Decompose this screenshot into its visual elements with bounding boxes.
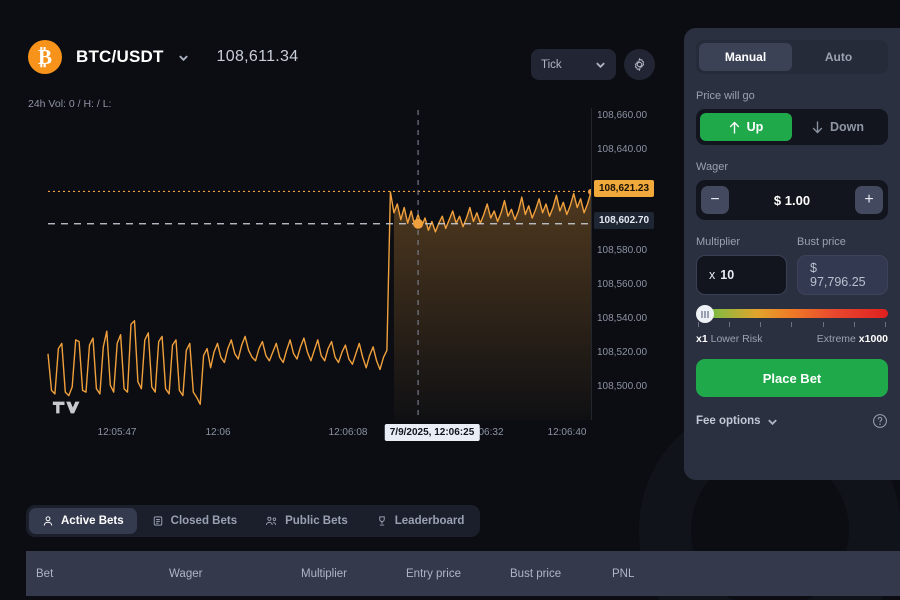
risk-min-value: x1 [696, 333, 708, 345]
time-tick: 12:06:08 [328, 427, 368, 438]
trophy-icon [379, 516, 385, 526]
gear-icon [634, 58, 645, 71]
multiplier-prefix: x [709, 268, 716, 282]
arrow-up-icon [729, 121, 739, 134]
wager-decrease-button[interactable]: − [701, 186, 729, 214]
bet-up-label: Up [746, 120, 764, 134]
time-axis: 12:05:47 12:06 12:06:08 12:06:16 06:32 1… [26, 424, 591, 446]
arrow-down-icon [812, 120, 823, 133]
page-title: BTC/USDT [76, 47, 164, 66]
wager-label: Wager [696, 161, 728, 173]
bust-price-label: Bust price [797, 236, 846, 248]
multiplier-bust-row: Multiplier x 10 Bust price $ 97,796.25 [696, 236, 888, 295]
bets-tabs[interactable]: Active Bets Closed Bets Public Bets Le [26, 505, 481, 537]
chevron-down-icon[interactable] [178, 52, 189, 63]
bust-price-input[interactable]: $ 97,796.25 [797, 255, 888, 295]
fee-options-label: Fee options [696, 415, 761, 427]
people-icon [266, 516, 277, 526]
chart-settings-button[interactable] [624, 49, 655, 80]
chart-canvas [47, 110, 591, 420]
tab-label: Public Bets [285, 515, 348, 527]
risk-max-value: x1000 [858, 333, 888, 345]
tab-public-bets[interactable]: Public Bets [252, 508, 361, 534]
tick-select-label: Tick [541, 58, 562, 71]
risk-slider-handle[interactable] [696, 305, 714, 323]
risk-legend: x1 Lower Risk Extreme x1000 [696, 333, 888, 345]
current-price: 108,611.34 [216, 48, 299, 65]
bitcoin-icon: ₿ [28, 40, 62, 74]
bets-table-header: Bet Wager Multiplier Entry price Bust pr… [26, 551, 900, 596]
multiplier-input[interactable]: x 10 [696, 255, 787, 295]
entry-price-badge: 108,602.70 [594, 212, 655, 229]
wager-increase-button[interactable]: + [855, 186, 883, 214]
column-header-entry-price: Entry price [406, 567, 461, 580]
column-header-bust-price: Bust price [510, 567, 562, 580]
bet-down-label: Down [829, 120, 865, 134]
column-header-multiplier: Multiplier [301, 567, 348, 580]
risk-min-label: Lower Risk [710, 333, 763, 345]
bet-up-button[interactable]: Up [700, 113, 792, 141]
fee-options-toggle[interactable]: Fee options [696, 415, 778, 427]
tab-auto[interactable]: Auto [824, 50, 853, 64]
help-circle-icon[interactable] [872, 413, 888, 429]
risk-slider-track[interactable] [696, 309, 888, 318]
chart-series-area [393, 191, 591, 420]
time-tick: 12:06:40 [547, 427, 587, 438]
price-tick: 108,640.00 [597, 144, 648, 155]
price-chart[interactable] [26, 110, 591, 420]
column-header-wager: Wager [169, 567, 203, 580]
bet-down-button[interactable]: Down [792, 113, 884, 141]
price-tick: 108,540.00 [597, 313, 648, 324]
fee-options-row: Fee options [696, 413, 888, 429]
current-price-badge: 108,621.23 [594, 180, 655, 197]
price-tick: 108,520.00 [597, 347, 648, 358]
direction-label: Price will go [696, 90, 755, 102]
direction-toggle[interactable]: Up Down [696, 109, 888, 145]
time-tick: 12:06 [205, 427, 231, 438]
tab-label: Closed Bets [170, 515, 238, 527]
chevron-down-icon [767, 418, 777, 425]
document-icon [153, 516, 162, 526]
price-tick: 108,560.00 [597, 279, 648, 290]
mode-toggle[interactable]: Manual Auto [696, 40, 888, 74]
risk-max-label: Extreme [816, 333, 856, 345]
wager-stepper[interactable]: − $ 1.00 + [696, 180, 888, 220]
multiplier-value: 10 [720, 268, 735, 282]
tab-label: Active Bets [61, 515, 124, 527]
user-icon [43, 516, 53, 526]
chart-series-line [47, 191, 591, 405]
tab-closed-bets[interactable]: Closed Bets [139, 508, 250, 534]
risk-slider[interactable] [696, 305, 888, 327]
place-bet-button[interactable]: Place Bet [696, 359, 888, 397]
tab-label: Leaderboard [394, 515, 465, 527]
column-header-pnl: PNL [612, 567, 635, 580]
tab-leaderboard[interactable]: Leaderboard [363, 508, 478, 534]
volume-stats: 24h Vol: 0 / H: / L: [28, 98, 112, 110]
chevron-down-icon [596, 62, 605, 69]
entry-marker-dot [413, 218, 424, 229]
price-tick: 108,500.00 [597, 381, 648, 392]
crosshair-time-label: 7/9/2025, 12:06:25 [384, 424, 480, 441]
column-header-bet: Bet [36, 567, 54, 580]
tick-interval-select[interactable]: Tick [531, 49, 616, 80]
tab-manual[interactable]: Manual [699, 43, 792, 71]
price-tick: 108,580.00 [597, 245, 648, 256]
time-tick: 06:32 [478, 427, 504, 438]
multiplier-group: Multiplier x 10 [696, 236, 787, 295]
multiplier-label: Multiplier [696, 236, 741, 248]
tradingview-logo-icon [52, 401, 80, 414]
axis-separator [591, 108, 592, 420]
risk-slider-ticks [696, 322, 888, 327]
last-price-dot [588, 188, 591, 195]
tab-active-bets[interactable]: Active Bets [29, 508, 137, 534]
pair-header[interactable]: ₿ BTC/USDT 108,611.34 [28, 40, 298, 74]
wager-input[interactable]: $ 1.00 [773, 192, 811, 208]
bust-price-group: Bust price $ 97,796.25 [797, 236, 888, 295]
price-tick: 108,660.00 [597, 110, 648, 121]
price-axis: 108,660.00 108,640.00 108,621.23 108,602… [591, 108, 666, 420]
time-tick: 12:05:47 [97, 427, 137, 438]
bet-panel: Manual Auto Price will go Up Down Wager … [684, 28, 900, 480]
